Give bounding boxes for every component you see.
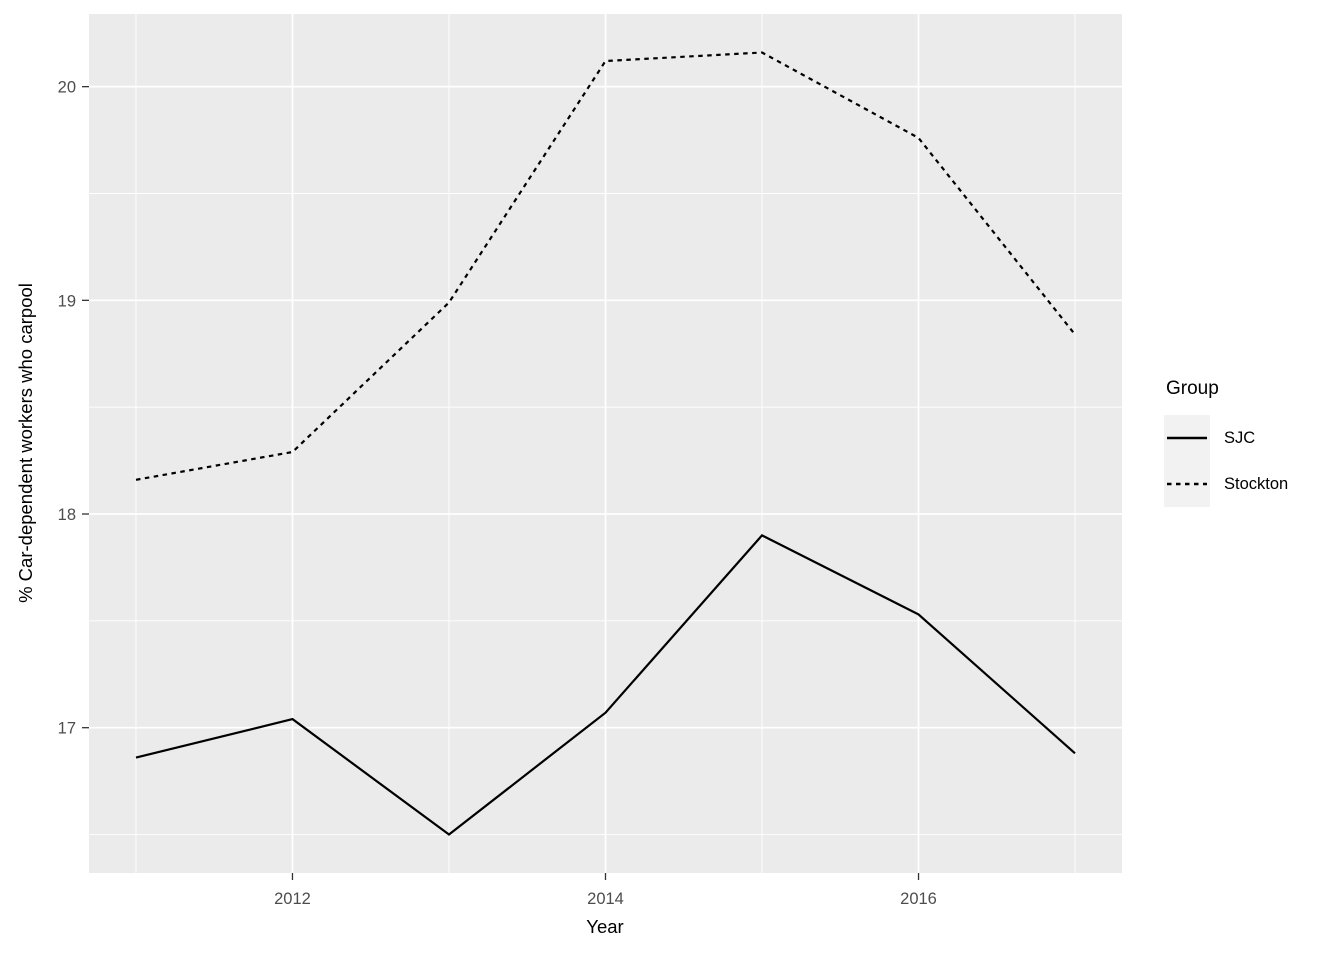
y-axis-tick-labels: 17 18 19 20 xyxy=(58,79,76,738)
solid-line-key-icon xyxy=(1164,415,1210,461)
y-axis-title: % Car-dependent workers who carpool xyxy=(15,283,36,603)
legend-item-sjc: SJC xyxy=(1164,415,1342,461)
series-line-sjc xyxy=(135,534,1076,836)
grid-major xyxy=(89,14,1122,873)
x-axis-title: Year xyxy=(586,916,624,937)
y-tick-label: 20 xyxy=(58,79,76,97)
legend-title: Group xyxy=(1166,378,1219,399)
x-tick-label: 2012 xyxy=(274,890,311,908)
y-tick-label: 19 xyxy=(58,292,76,310)
dashed-line-key-icon xyxy=(1164,461,1210,507)
legend-item-label: SJC xyxy=(1224,428,1256,447)
x-tick-label: 2014 xyxy=(587,890,624,908)
x-tick-label: 2016 xyxy=(900,890,937,908)
legend-item-stockton: Stockton xyxy=(1164,461,1342,507)
y-tick-label: 17 xyxy=(58,720,76,738)
y-tick-label: 18 xyxy=(58,506,76,524)
x-axis-tick-labels: 2012 2014 2016 xyxy=(274,890,937,908)
legend-item-label: Stockton xyxy=(1224,474,1289,493)
axis-tick-marks xyxy=(82,86,920,880)
legend: Group SJC Stockton xyxy=(1164,378,1342,507)
